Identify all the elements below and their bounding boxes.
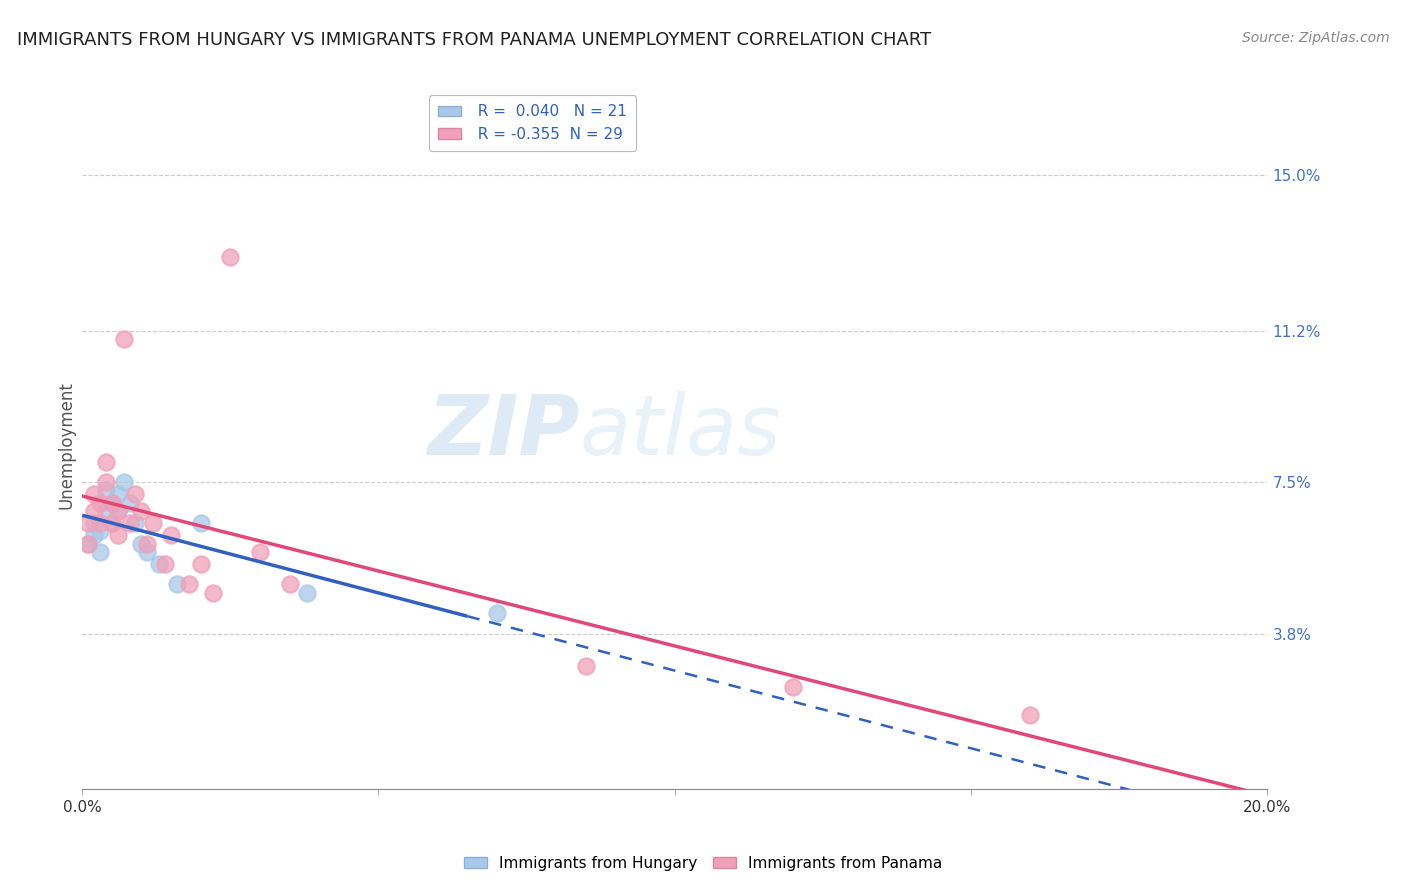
Point bbox=[1019, 708, 1042, 723]
Text: IMMIGRANTS FROM HUNGARY VS IMMIGRANTS FROM PANAMA UNEMPLOYMENT CORRELATION CHART: IMMIGRANTS FROM HUNGARY VS IMMIGRANTS FR… bbox=[17, 31, 931, 49]
Point bbox=[136, 536, 159, 550]
Point bbox=[485, 606, 508, 620]
Point bbox=[124, 487, 146, 501]
Point bbox=[166, 577, 188, 591]
Point bbox=[112, 475, 135, 489]
Point bbox=[782, 680, 804, 694]
Point bbox=[112, 332, 135, 346]
Legend: Immigrants from Hungary, Immigrants from Panama: Immigrants from Hungary, Immigrants from… bbox=[458, 850, 948, 877]
Point bbox=[94, 475, 117, 489]
Point bbox=[89, 544, 111, 558]
Point bbox=[107, 504, 129, 518]
Point bbox=[249, 544, 271, 558]
Point bbox=[190, 557, 212, 571]
Point bbox=[142, 516, 165, 530]
Legend:   R =  0.040   N = 21,   R = -0.355  N = 29: R = 0.040 N = 21, R = -0.355 N = 29 bbox=[429, 95, 637, 152]
Point bbox=[83, 528, 105, 542]
Point bbox=[100, 516, 122, 530]
Point bbox=[100, 495, 122, 509]
Point bbox=[219, 250, 242, 264]
Point bbox=[201, 585, 224, 599]
Point bbox=[89, 516, 111, 530]
Point bbox=[107, 504, 129, 518]
Point bbox=[131, 504, 153, 518]
Point bbox=[124, 516, 146, 530]
Point bbox=[148, 557, 170, 571]
Point bbox=[100, 516, 122, 530]
Point bbox=[118, 516, 141, 530]
Point bbox=[160, 528, 183, 542]
Point bbox=[153, 557, 176, 571]
Point bbox=[278, 577, 301, 591]
Point bbox=[89, 524, 111, 539]
Point bbox=[77, 536, 100, 550]
Point bbox=[107, 528, 129, 542]
Point bbox=[94, 455, 117, 469]
Text: ZIP: ZIP bbox=[427, 391, 579, 472]
Point bbox=[83, 516, 105, 530]
Text: atlas: atlas bbox=[579, 391, 782, 472]
Point bbox=[297, 585, 319, 599]
Point bbox=[107, 487, 129, 501]
Point bbox=[190, 516, 212, 530]
Point bbox=[131, 536, 153, 550]
Point bbox=[136, 544, 159, 558]
Point bbox=[77, 516, 100, 530]
Point bbox=[100, 495, 122, 509]
Point bbox=[77, 536, 100, 550]
Point bbox=[83, 487, 105, 501]
Point bbox=[94, 483, 117, 498]
Y-axis label: Unemployment: Unemployment bbox=[58, 381, 75, 509]
Point bbox=[118, 495, 141, 509]
Point bbox=[89, 495, 111, 509]
Point bbox=[575, 659, 598, 673]
Text: Source: ZipAtlas.com: Source: ZipAtlas.com bbox=[1241, 31, 1389, 45]
Point bbox=[94, 504, 117, 518]
Point bbox=[83, 504, 105, 518]
Point bbox=[177, 577, 200, 591]
